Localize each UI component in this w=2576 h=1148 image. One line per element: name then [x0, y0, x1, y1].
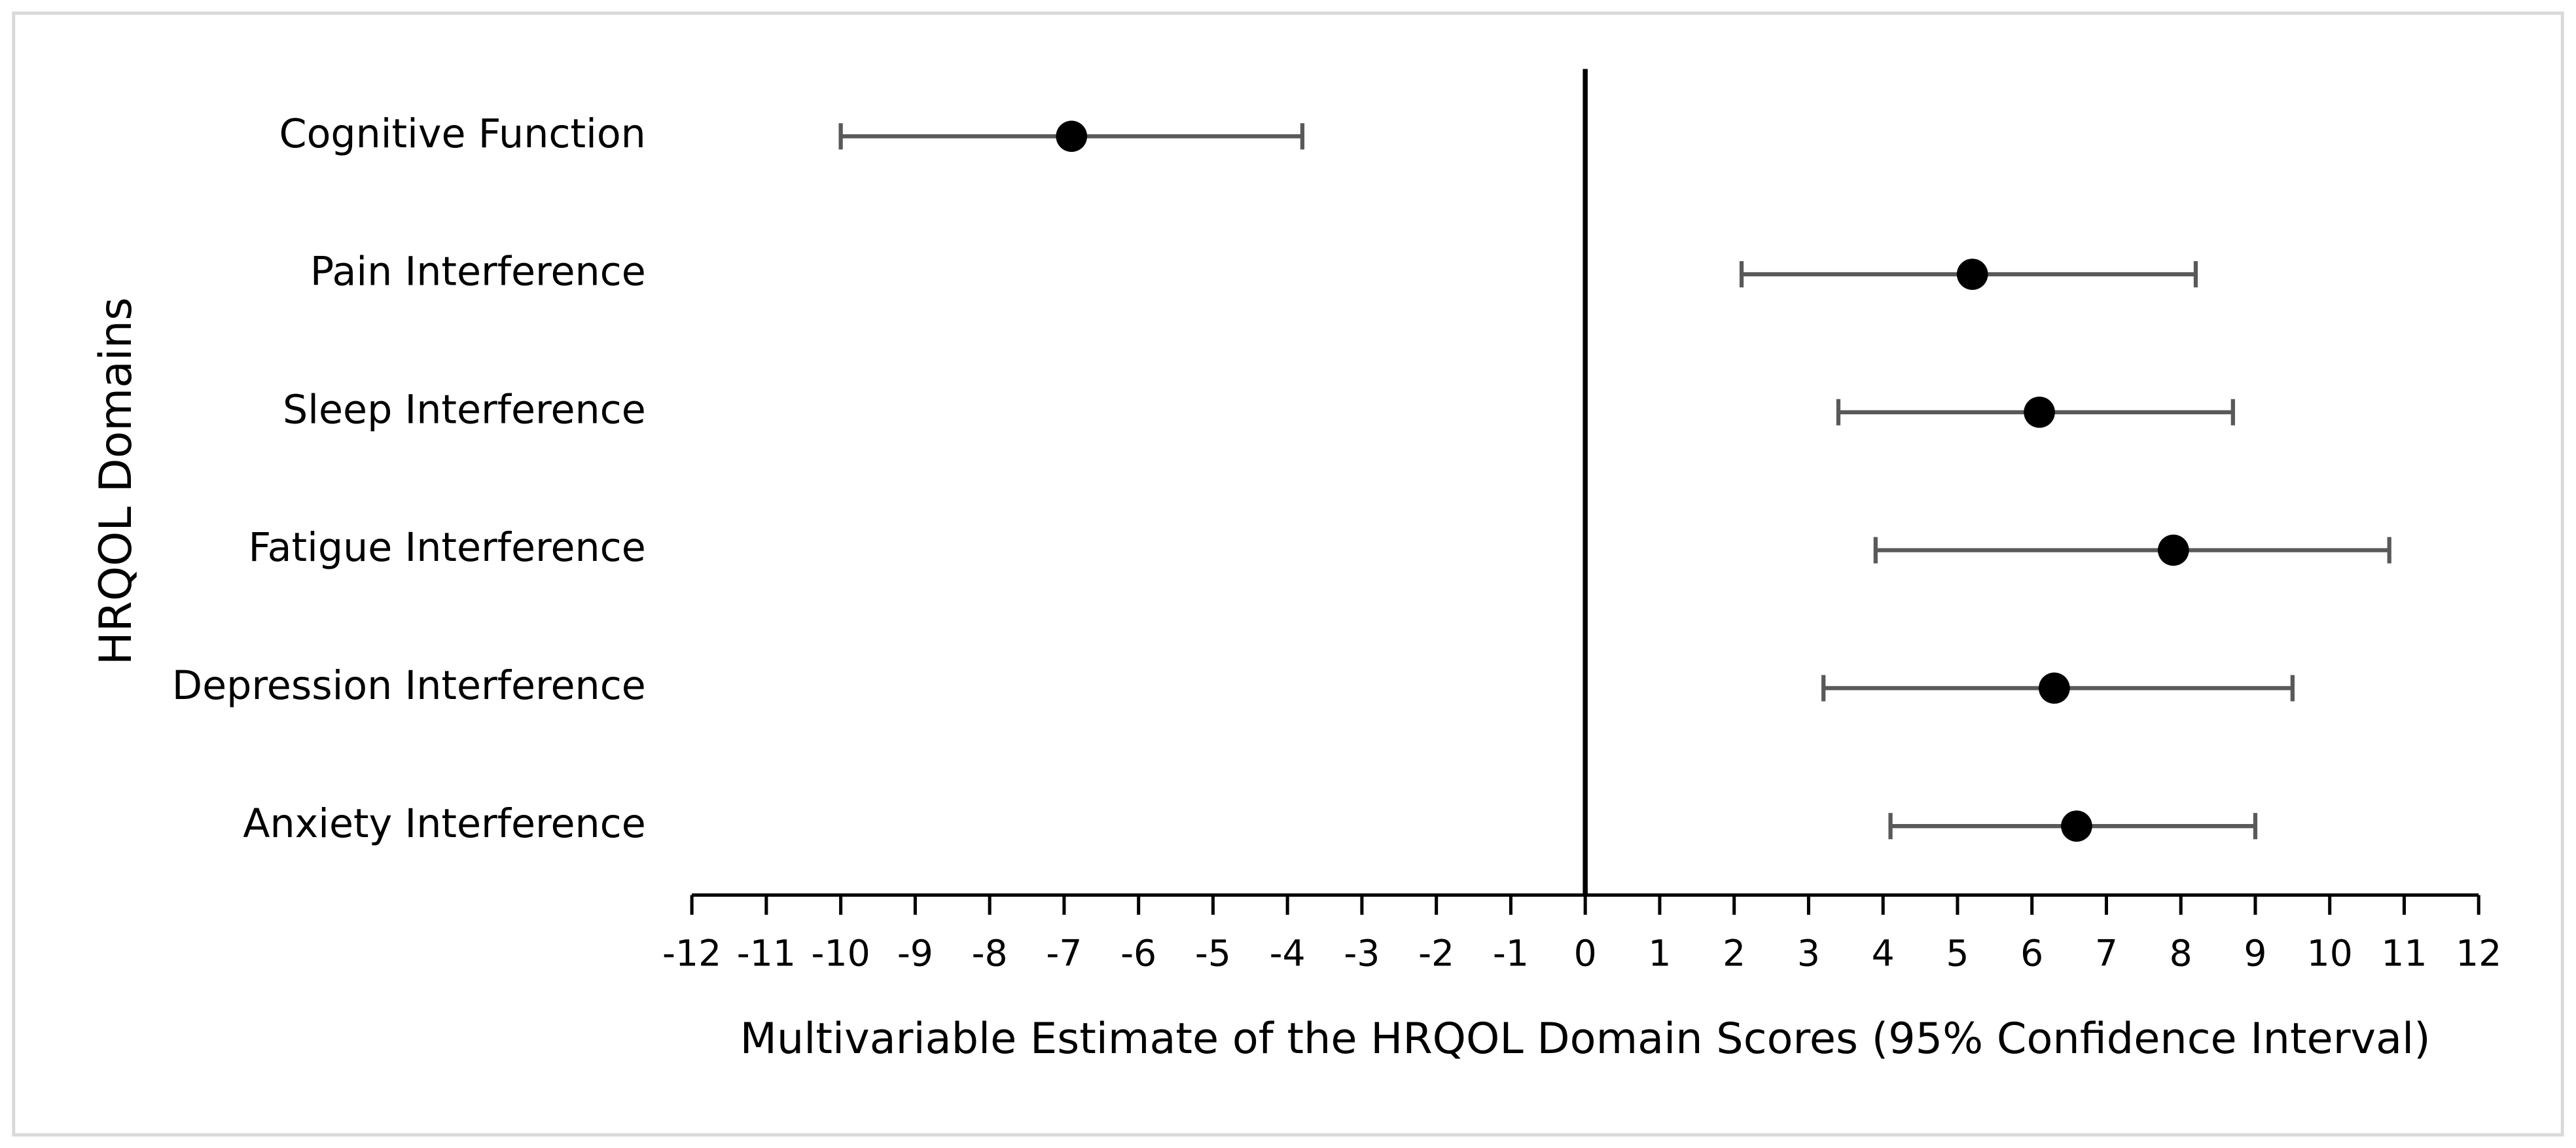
- x-tick-label: 4: [1872, 933, 1895, 975]
- estimate-point: [1956, 259, 1988, 290]
- x-tick-label: -2: [1418, 933, 1454, 975]
- x-tick-label: 6: [2020, 933, 2043, 975]
- estimate-point: [2024, 396, 2055, 428]
- x-axis-title: Multivariable Estimate of the HRQOL Doma…: [740, 1014, 2431, 1064]
- x-tick-label: 0: [1574, 933, 1597, 975]
- x-tick-label: 9: [2244, 933, 2266, 975]
- y-tick-label: Anxiety Interference: [243, 801, 646, 847]
- x-tick-label: -10: [812, 933, 870, 975]
- chart-border: [12, 11, 2564, 1137]
- x-tick-label: 10: [2307, 933, 2353, 975]
- x-tick-label: 7: [2095, 933, 2118, 975]
- y-tick-label: Fatigue Interference: [249, 525, 646, 571]
- y-tick-label: Sleep Interference: [283, 387, 646, 433]
- estimate-point: [2039, 672, 2070, 704]
- x-tick-label: -7: [1046, 933, 1082, 975]
- estimate-point: [1056, 120, 1088, 152]
- x-tick-label: -3: [1344, 933, 1380, 975]
- x-tick-label: 5: [1946, 933, 1969, 975]
- y-axis-title: HRQOL Domains: [90, 297, 141, 665]
- x-tick-label: -8: [972, 933, 1008, 975]
- x-tick-label: 8: [2170, 933, 2192, 975]
- x-tick-label: -4: [1270, 933, 1306, 975]
- x-tick-label: 2: [1723, 933, 1745, 975]
- x-tick-label: -12: [662, 933, 721, 975]
- x-tick-label: -6: [1120, 933, 1156, 975]
- x-tick-label: 12: [2456, 933, 2501, 975]
- x-tick-label: -1: [1493, 933, 1529, 975]
- x-tick-label: -9: [897, 933, 933, 975]
- estimate-point: [2061, 810, 2092, 842]
- x-tick-label: 11: [2381, 933, 2427, 975]
- y-tick-label: Pain Interference: [310, 249, 646, 295]
- y-tick-label: Depression Interference: [172, 663, 646, 709]
- error-bar: [1873, 537, 2391, 564]
- y-tick-label: Cognitive Function: [279, 111, 646, 157]
- x-tick-label: 3: [1797, 933, 1820, 975]
- estimate-point: [2158, 534, 2189, 566]
- x-tick-label: -11: [737, 933, 796, 975]
- x-tick-label: -5: [1195, 933, 1231, 975]
- x-tick-label: 1: [1648, 933, 1671, 975]
